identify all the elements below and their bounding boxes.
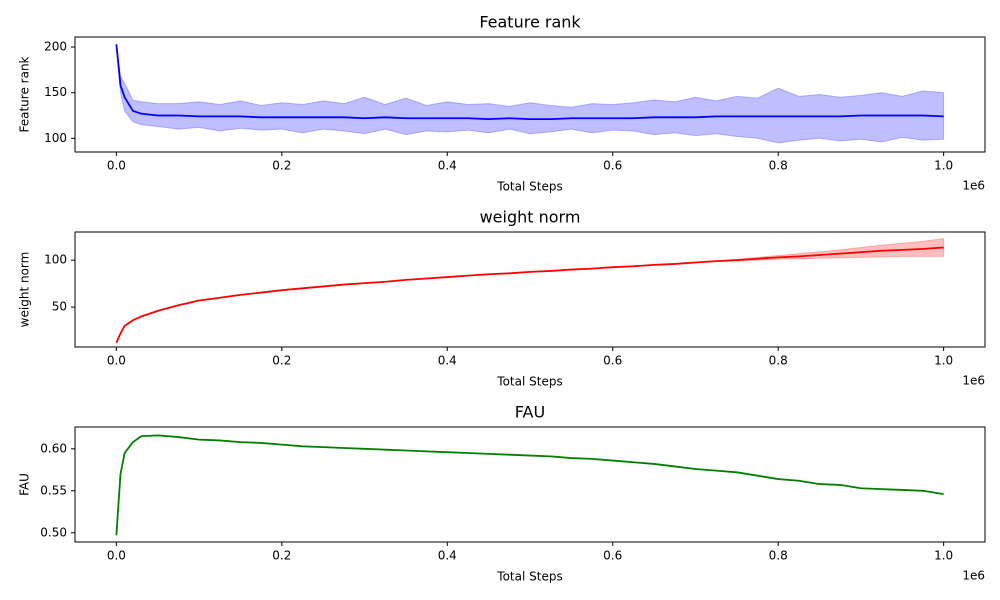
subplot-title: Feature rank <box>479 13 581 32</box>
axes-frame <box>74 36 986 153</box>
x-tick-label: 0.4 <box>438 354 457 368</box>
x-tick-label: 0.2 <box>272 354 291 368</box>
y-tick-label: 0.55 <box>40 483 67 497</box>
y-tick-label: 150 <box>44 85 67 99</box>
x-offset-label: 1e6 <box>962 374 985 388</box>
x-axis-label: Total Steps <box>496 570 562 584</box>
x-offset-label: 1e6 <box>962 569 985 583</box>
y-tick-label: 0.60 <box>40 441 67 455</box>
subplot-title: FAU <box>515 403 545 422</box>
y-tick-label: 100 <box>44 253 67 267</box>
x-tick-label: 0.6 <box>603 549 622 563</box>
subplot: weight norm 0.0 0.2 0.4 0.6 0.8 1.0 50 100 Total … <box>18 208 986 389</box>
y-tick-label: 50 <box>52 300 67 314</box>
x-tick-label: 1.0 <box>934 549 953 563</box>
axes-frame <box>74 231 986 348</box>
x-tick-label: 0.4 <box>438 159 457 173</box>
x-tick-label: 0.6 <box>603 159 622 173</box>
x-tick-label: 0.2 <box>272 159 291 173</box>
x-tick-label: 0.2 <box>272 549 291 563</box>
y-tick-label: 0.50 <box>40 525 67 539</box>
data-line <box>115 246 944 344</box>
x-tick-label: 0.0 <box>107 549 126 563</box>
confidence-band <box>115 44 945 144</box>
axes-frame <box>74 426 986 543</box>
subplot: FAU 0.0 0.2 0.4 0.6 0.8 1.0 0.50 0.55 0.60 Total S… <box>18 403 986 584</box>
x-tick-label: 0.8 <box>769 549 788 563</box>
x-tick-label: 0.4 <box>438 549 457 563</box>
y-tick-label: 100 <box>44 131 67 145</box>
x-tick-label: 0.8 <box>769 354 788 368</box>
x-offset-label: 1e6 <box>962 179 985 193</box>
y-axis-label: FAU <box>18 473 32 496</box>
x-tick-label: 0.0 <box>107 354 126 368</box>
x-axis-label: Total Steps <box>496 375 562 389</box>
x-tick-label: 0.8 <box>769 159 788 173</box>
y-tick-label: 200 <box>44 40 67 54</box>
x-tick-label: 0.0 <box>107 159 126 173</box>
x-axis-label: Total Steps <box>496 180 562 194</box>
subplot-title: weight norm <box>480 208 581 227</box>
x-tick-label: 1.0 <box>934 159 953 173</box>
y-axis-label: weight norm <box>18 252 32 328</box>
data-line <box>115 44 944 121</box>
y-axis-label: Feature rank <box>18 56 32 132</box>
x-tick-label: 1.0 <box>934 354 953 368</box>
subplot: Feature rank 0.0 0.2 0.4 0.6 0.8 1.0 100 150 200 T… <box>18 13 986 194</box>
x-tick-label: 0.6 <box>603 354 622 368</box>
data-line <box>115 434 944 536</box>
